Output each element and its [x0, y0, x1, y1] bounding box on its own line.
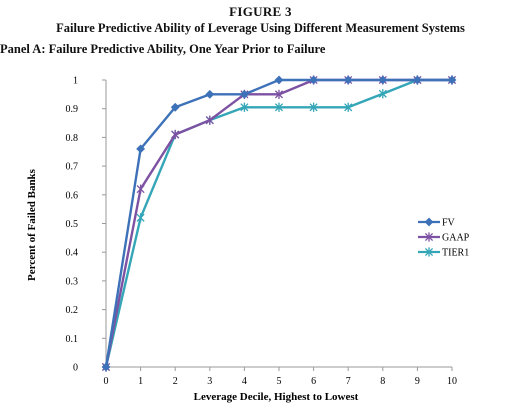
x-tick-label: 5: [277, 376, 282, 387]
series-layer: [101, 75, 457, 372]
y-tick-label: 0.7: [66, 162, 79, 173]
y-tick-label: 0.9: [66, 104, 79, 115]
data-point-fv: [274, 75, 284, 85]
series-line-gaap: [104, 78, 452, 368]
x-tick-label: 1: [138, 376, 143, 387]
legend-item-gaap: GAAP: [418, 232, 470, 244]
series-line-fv: [104, 78, 452, 368]
data-point-fv: [239, 89, 249, 99]
y-tick-label: 0.5: [66, 219, 79, 230]
x-tick-label: 4: [242, 376, 247, 387]
data-point-tier1: [344, 102, 353, 112]
data-point-tier1: [309, 102, 318, 112]
data-point-fv: [309, 75, 319, 85]
y-tick-label: 0.8: [66, 133, 79, 144]
data-point-tier1: [274, 102, 284, 112]
data-point-tier1: [378, 89, 387, 99]
legend-marker-gaap: [424, 232, 434, 242]
data-point-fv: [205, 89, 215, 99]
y-axis-title: Percent of Failed Banks: [26, 168, 38, 281]
data-point-tier1: [240, 102, 249, 112]
y-tick-label: 0.1: [66, 334, 79, 345]
data-point-fv: [101, 362, 111, 372]
y-tick-label: 0.3: [66, 276, 79, 287]
series-line-tier1: [104, 78, 452, 368]
x-tick-label: 6: [311, 376, 316, 387]
series-gaap: [101, 75, 457, 372]
legend-item-fv: FV: [418, 218, 456, 229]
data-point-fv: [136, 144, 146, 154]
x-tick-label: 2: [173, 376, 178, 387]
y-tick-label: 0.4: [66, 248, 79, 259]
figure-title: FIGURE 3: [229, 4, 292, 19]
legend-label-fv: FV: [442, 218, 456, 229]
data-point-tier1: [136, 213, 145, 223]
x-tick-labels: 0 1 2 3 4 5 6 7 8 9 10: [104, 367, 457, 387]
legend-marker-tier1: [424, 247, 434, 257]
chart-axes: [105, 80, 452, 368]
y-tick-label: 0.2: [66, 305, 79, 316]
y-tick-label: 0.6: [66, 190, 79, 201]
legend-label-tier1: TIER1: [442, 248, 469, 259]
data-point-fv: [343, 75, 353, 85]
figure-subtitle: Failure Predictive Ability of Leverage U…: [56, 21, 465, 35]
legend-item-tier1: TIER1: [418, 247, 469, 259]
x-tick-label: 10: [447, 376, 457, 387]
data-point-fv: [447, 75, 457, 85]
data-point-fv: [170, 102, 180, 112]
data-point-gaap: [171, 129, 180, 140]
data-point-gaap: [136, 184, 145, 194]
legend-marker-fv: [424, 217, 434, 227]
data-point-fv: [378, 75, 388, 85]
series-tier1: [101, 75, 457, 372]
data-point-fv: [412, 75, 422, 85]
x-tick-label: 9: [415, 376, 420, 387]
x-tick-label: 7: [346, 376, 351, 387]
data-point-gaap: [205, 115, 214, 125]
x-tick-label: 8: [380, 376, 385, 387]
x-axis-title: Leverage Decile, Highest to Lowest: [194, 391, 359, 403]
y-tick-labels: 0 0.1 0.2 0.3 0.4 0.5 0.6 0.7 0.8 0.9 1: [66, 76, 106, 374]
series-fv: [101, 75, 457, 372]
legend-label-gaap: GAAP: [442, 233, 470, 244]
panel-title: Panel A: Failure Predictive Ability, One…: [0, 42, 326, 56]
x-tick-label: 0: [104, 376, 109, 387]
x-tick-label: 3: [207, 376, 212, 387]
data-point-gaap: [274, 89, 284, 99]
y-tick-label: 0: [73, 363, 78, 374]
y-tick-label: 1: [73, 76, 78, 87]
chart-legend: FV GAAP TIER1: [418, 218, 470, 259]
